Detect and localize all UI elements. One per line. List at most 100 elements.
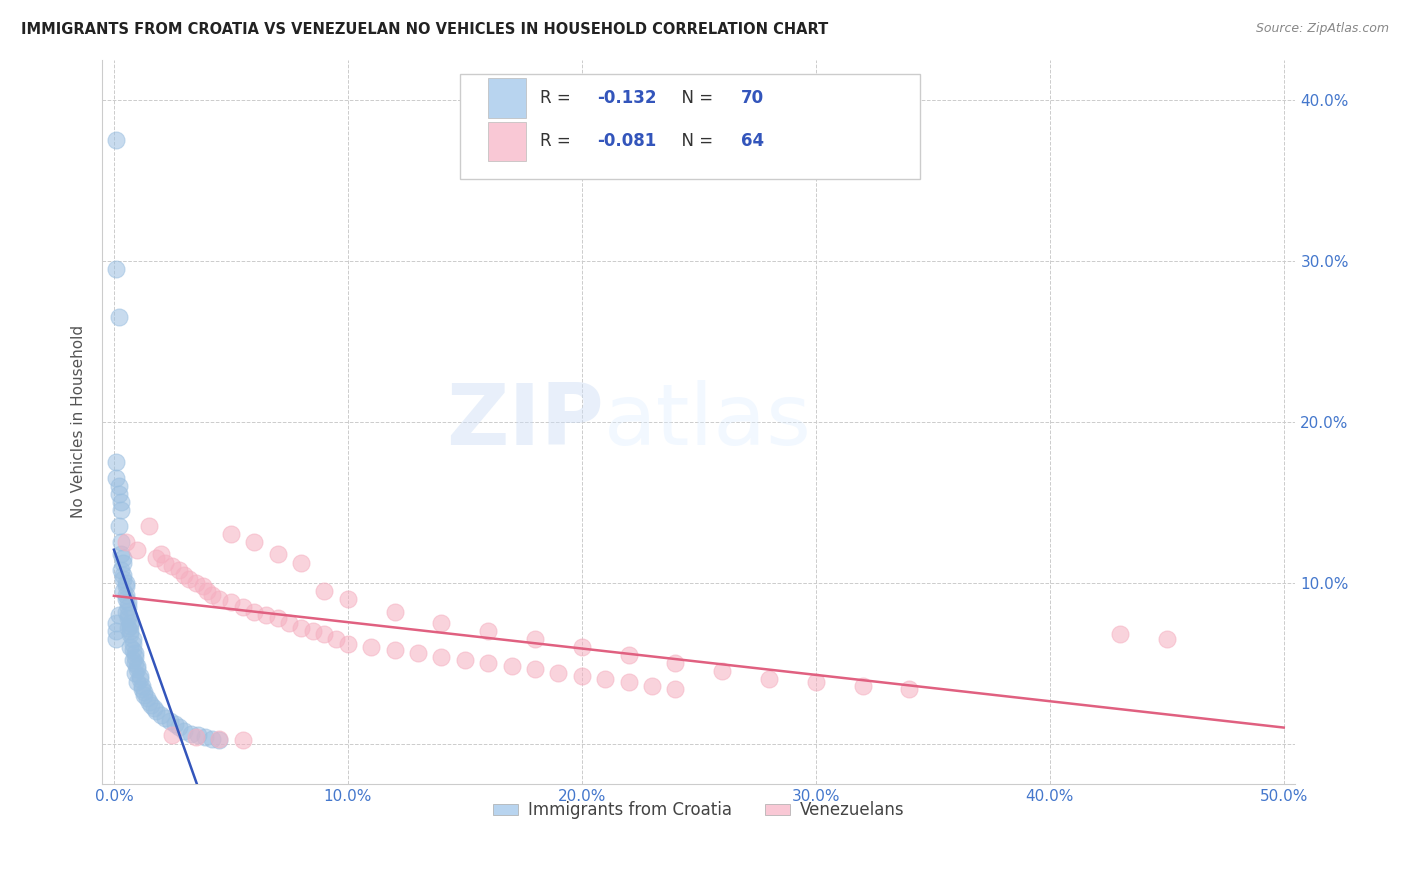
Point <box>107 487 129 501</box>
Point <box>127 663 149 677</box>
FancyBboxPatch shape <box>460 74 920 179</box>
Point <box>301 624 323 638</box>
Point <box>107 479 129 493</box>
Point <box>430 649 453 664</box>
Point <box>162 559 184 574</box>
Point <box>105 261 128 276</box>
Point <box>117 621 139 635</box>
Point <box>155 711 177 725</box>
Point <box>243 535 266 549</box>
Point <box>105 615 128 630</box>
Point <box>187 729 209 743</box>
Point <box>336 591 359 606</box>
Text: N =: N = <box>672 132 718 151</box>
Point <box>184 730 207 744</box>
Point <box>142 701 165 715</box>
Point <box>173 723 195 738</box>
Text: -0.081: -0.081 <box>598 132 657 151</box>
Point <box>134 688 156 702</box>
Point <box>105 471 128 485</box>
Point <box>1156 632 1178 646</box>
Point <box>454 653 477 667</box>
Text: N =: N = <box>672 89 718 107</box>
Text: R =: R = <box>540 89 576 107</box>
Point <box>138 519 160 533</box>
Point <box>664 656 686 670</box>
Point <box>131 681 153 696</box>
Point <box>127 543 149 558</box>
Point <box>501 659 523 673</box>
Point <box>219 595 242 609</box>
Point <box>114 591 136 606</box>
Point <box>430 615 453 630</box>
Point <box>360 640 382 654</box>
Point <box>114 589 136 603</box>
Point <box>384 643 406 657</box>
Point <box>571 669 593 683</box>
Point <box>547 665 569 680</box>
Point <box>141 698 163 712</box>
Point <box>105 455 128 469</box>
Point <box>290 556 312 570</box>
Point <box>155 556 177 570</box>
Point <box>117 607 139 622</box>
FancyBboxPatch shape <box>488 78 526 118</box>
Point <box>114 605 136 619</box>
Point <box>120 627 142 641</box>
Point <box>149 707 172 722</box>
Point <box>201 589 224 603</box>
Legend: Immigrants from Croatia, Venezuelans: Immigrants from Croatia, Venezuelans <box>486 795 911 826</box>
Point <box>120 640 142 654</box>
Point <box>169 563 191 577</box>
Point <box>804 675 827 690</box>
Point <box>184 575 207 590</box>
Point <box>232 733 254 747</box>
Point <box>124 647 146 661</box>
Point <box>852 679 875 693</box>
Point <box>711 664 734 678</box>
Point <box>117 599 139 614</box>
Point <box>110 503 132 517</box>
Point <box>254 607 277 622</box>
Point <box>477 624 499 638</box>
Point <box>105 133 128 147</box>
Point <box>110 563 132 577</box>
Point <box>278 615 301 630</box>
Point <box>127 659 149 673</box>
Point <box>1109 627 1132 641</box>
Point <box>593 672 616 686</box>
Point <box>197 583 219 598</box>
Point <box>110 495 132 509</box>
Point <box>121 643 143 657</box>
Point <box>112 556 135 570</box>
Point <box>169 720 191 734</box>
Point <box>107 607 129 622</box>
Point <box>617 648 640 662</box>
Point <box>120 624 142 638</box>
Point <box>105 632 128 646</box>
Point <box>314 627 336 641</box>
Point <box>384 605 406 619</box>
Point <box>145 704 167 718</box>
Point <box>135 691 157 706</box>
Text: -0.132: -0.132 <box>598 89 657 107</box>
Point <box>336 637 359 651</box>
Point <box>325 632 347 646</box>
Text: atlas: atlas <box>603 380 811 463</box>
Point <box>145 551 167 566</box>
Point <box>162 729 184 743</box>
Point <box>159 714 181 728</box>
FancyBboxPatch shape <box>488 121 526 161</box>
Point <box>758 672 780 686</box>
Point <box>571 640 593 654</box>
Point <box>117 611 139 625</box>
Point <box>134 685 156 699</box>
Point <box>243 605 266 619</box>
Text: 64: 64 <box>741 132 763 151</box>
Text: IMMIGRANTS FROM CROATIA VS VENEZUELAN NO VEHICLES IN HOUSEHOLD CORRELATION CHART: IMMIGRANTS FROM CROATIA VS VENEZUELAN NO… <box>21 22 828 37</box>
Point <box>124 665 146 680</box>
Point <box>107 519 129 533</box>
Point <box>267 611 290 625</box>
Point <box>314 583 336 598</box>
Point <box>131 679 153 693</box>
